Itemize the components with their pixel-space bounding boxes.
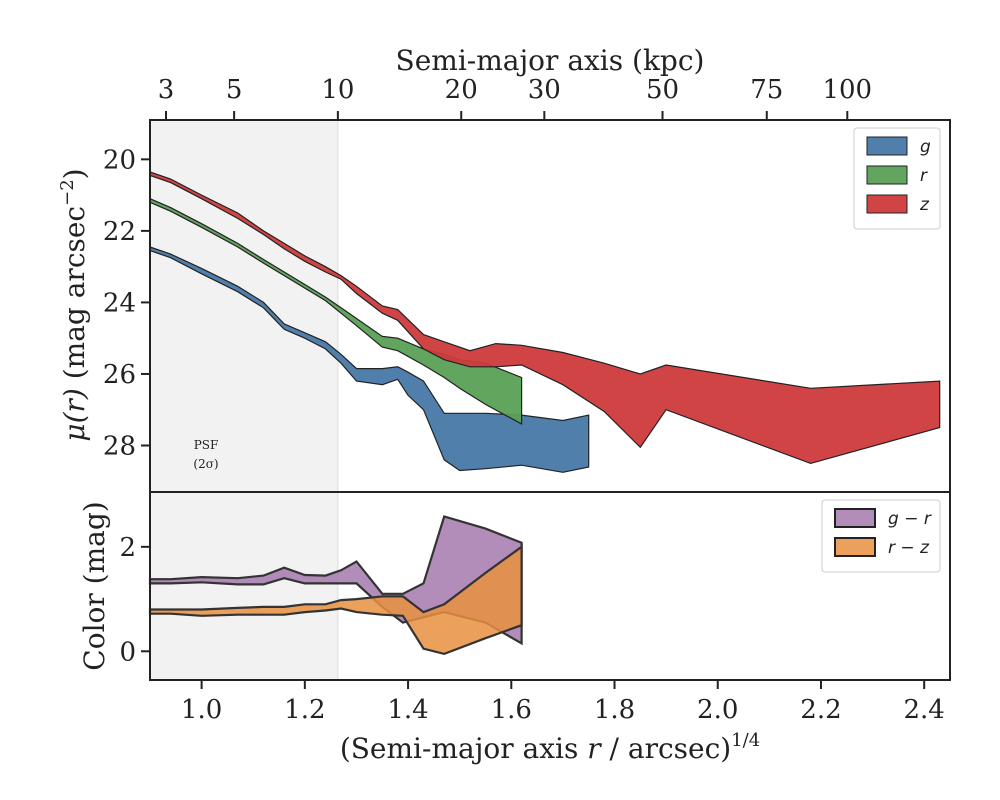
x-tick-label: 1.6 (491, 695, 532, 725)
legend-label: r − z (888, 538, 930, 558)
x-tick-label: 1.2 (284, 695, 325, 725)
y-tick-label: 28 (103, 432, 136, 462)
y-tick-label: 2 (119, 533, 136, 563)
legend-swatch (866, 136, 908, 156)
color-axis-title: Color (mag) (78, 501, 111, 670)
kpc-tick-label: 30 (528, 75, 561, 105)
arcsec-axis-ticks: 1.0 1.2 1.4 1.6 1.8 2.0 2.2 2.4 (181, 680, 945, 725)
y-tick-label: 26 (103, 360, 136, 390)
kpc-tick-label: 50 (646, 75, 679, 105)
arcsec-axis-title: (Semi-major axis r / arcsec)1/4 (340, 730, 760, 765)
x-tick-label: 2.4 (904, 695, 945, 725)
ylabel-close: ) (58, 168, 91, 179)
color-y-axis-ticks: 02 (119, 533, 150, 667)
series-band-top-0 (149, 246, 590, 473)
top-y-axis-ticks: 20 22 24 26 28 (103, 145, 150, 462)
bottom-legend: g − r r − z (821, 499, 941, 573)
psf-shaded-region (150, 120, 338, 492)
xlabel-main: (Semi-major axis (340, 732, 587, 765)
y-tick-label: 22 (103, 217, 136, 247)
legend-label: r (920, 166, 928, 186)
x-tick-label: 1.8 (594, 695, 635, 725)
legend-swatch (834, 508, 876, 528)
series-band-top-1 (149, 197, 523, 426)
psf-annotation-line1: PSF (194, 438, 219, 452)
kpc-tick-label: 75 (750, 75, 783, 105)
y-tick-label: 24 (103, 288, 136, 318)
legend-label: z (919, 195, 930, 215)
legend-label: g − r (888, 509, 932, 529)
color-panel: 02 1.0 1.2 1.4 1.6 1.8 2.0 2.2 2.4 g − rr − z (… (78, 491, 951, 765)
surface-brightness-series (149, 171, 941, 473)
legend-swatch (834, 537, 876, 557)
kpc-axis-ticks: 3 5 10 20 30 50 75 100 (158, 75, 872, 120)
ylabel-exponent: −2 (57, 179, 78, 206)
xlabel-tail: / arcsec) (601, 732, 732, 765)
color-series (148, 515, 523, 656)
psf-shaded-region-lower (150, 492, 338, 680)
x-tick-label: 1.0 (181, 695, 222, 725)
legend-swatch (866, 165, 908, 185)
y-tick-label: 20 (103, 145, 136, 175)
ylabel-units: (mag arcsec (58, 206, 91, 388)
x-tick-label: 1.4 (387, 695, 428, 725)
x-tick-label: 2.2 (800, 695, 841, 725)
series-band-top-2 (149, 171, 941, 465)
bottom-plot-frame (149, 491, 951, 681)
top-legend: grz (853, 127, 941, 230)
y-tick-label: 0 (119, 637, 136, 667)
kpc-axis-title: Semi-major axis (kpc) (396, 44, 705, 77)
xlabel-math: r (587, 732, 602, 765)
xlabel-exponent: 1/4 (731, 730, 760, 751)
kpc-tick-label: 5 (226, 75, 243, 105)
x-tick-label: 2.0 (697, 695, 738, 725)
series-band-bottom-1 (148, 544, 523, 656)
legend-swatch (866, 194, 908, 214)
kpc-tick-label: 100 (822, 75, 872, 105)
psf-annotation-line2: (2σ) (193, 457, 218, 471)
legend-label: g (920, 137, 931, 157)
kpc-tick-label: 3 (158, 75, 175, 105)
ylabel-math: μ(r) (58, 388, 91, 441)
kpc-tick-label: 20 (445, 75, 478, 105)
surface-brightness-axis-title: μ(r) (mag arcsec−2) (57, 168, 91, 441)
kpc-tick-label: 10 (321, 75, 354, 105)
